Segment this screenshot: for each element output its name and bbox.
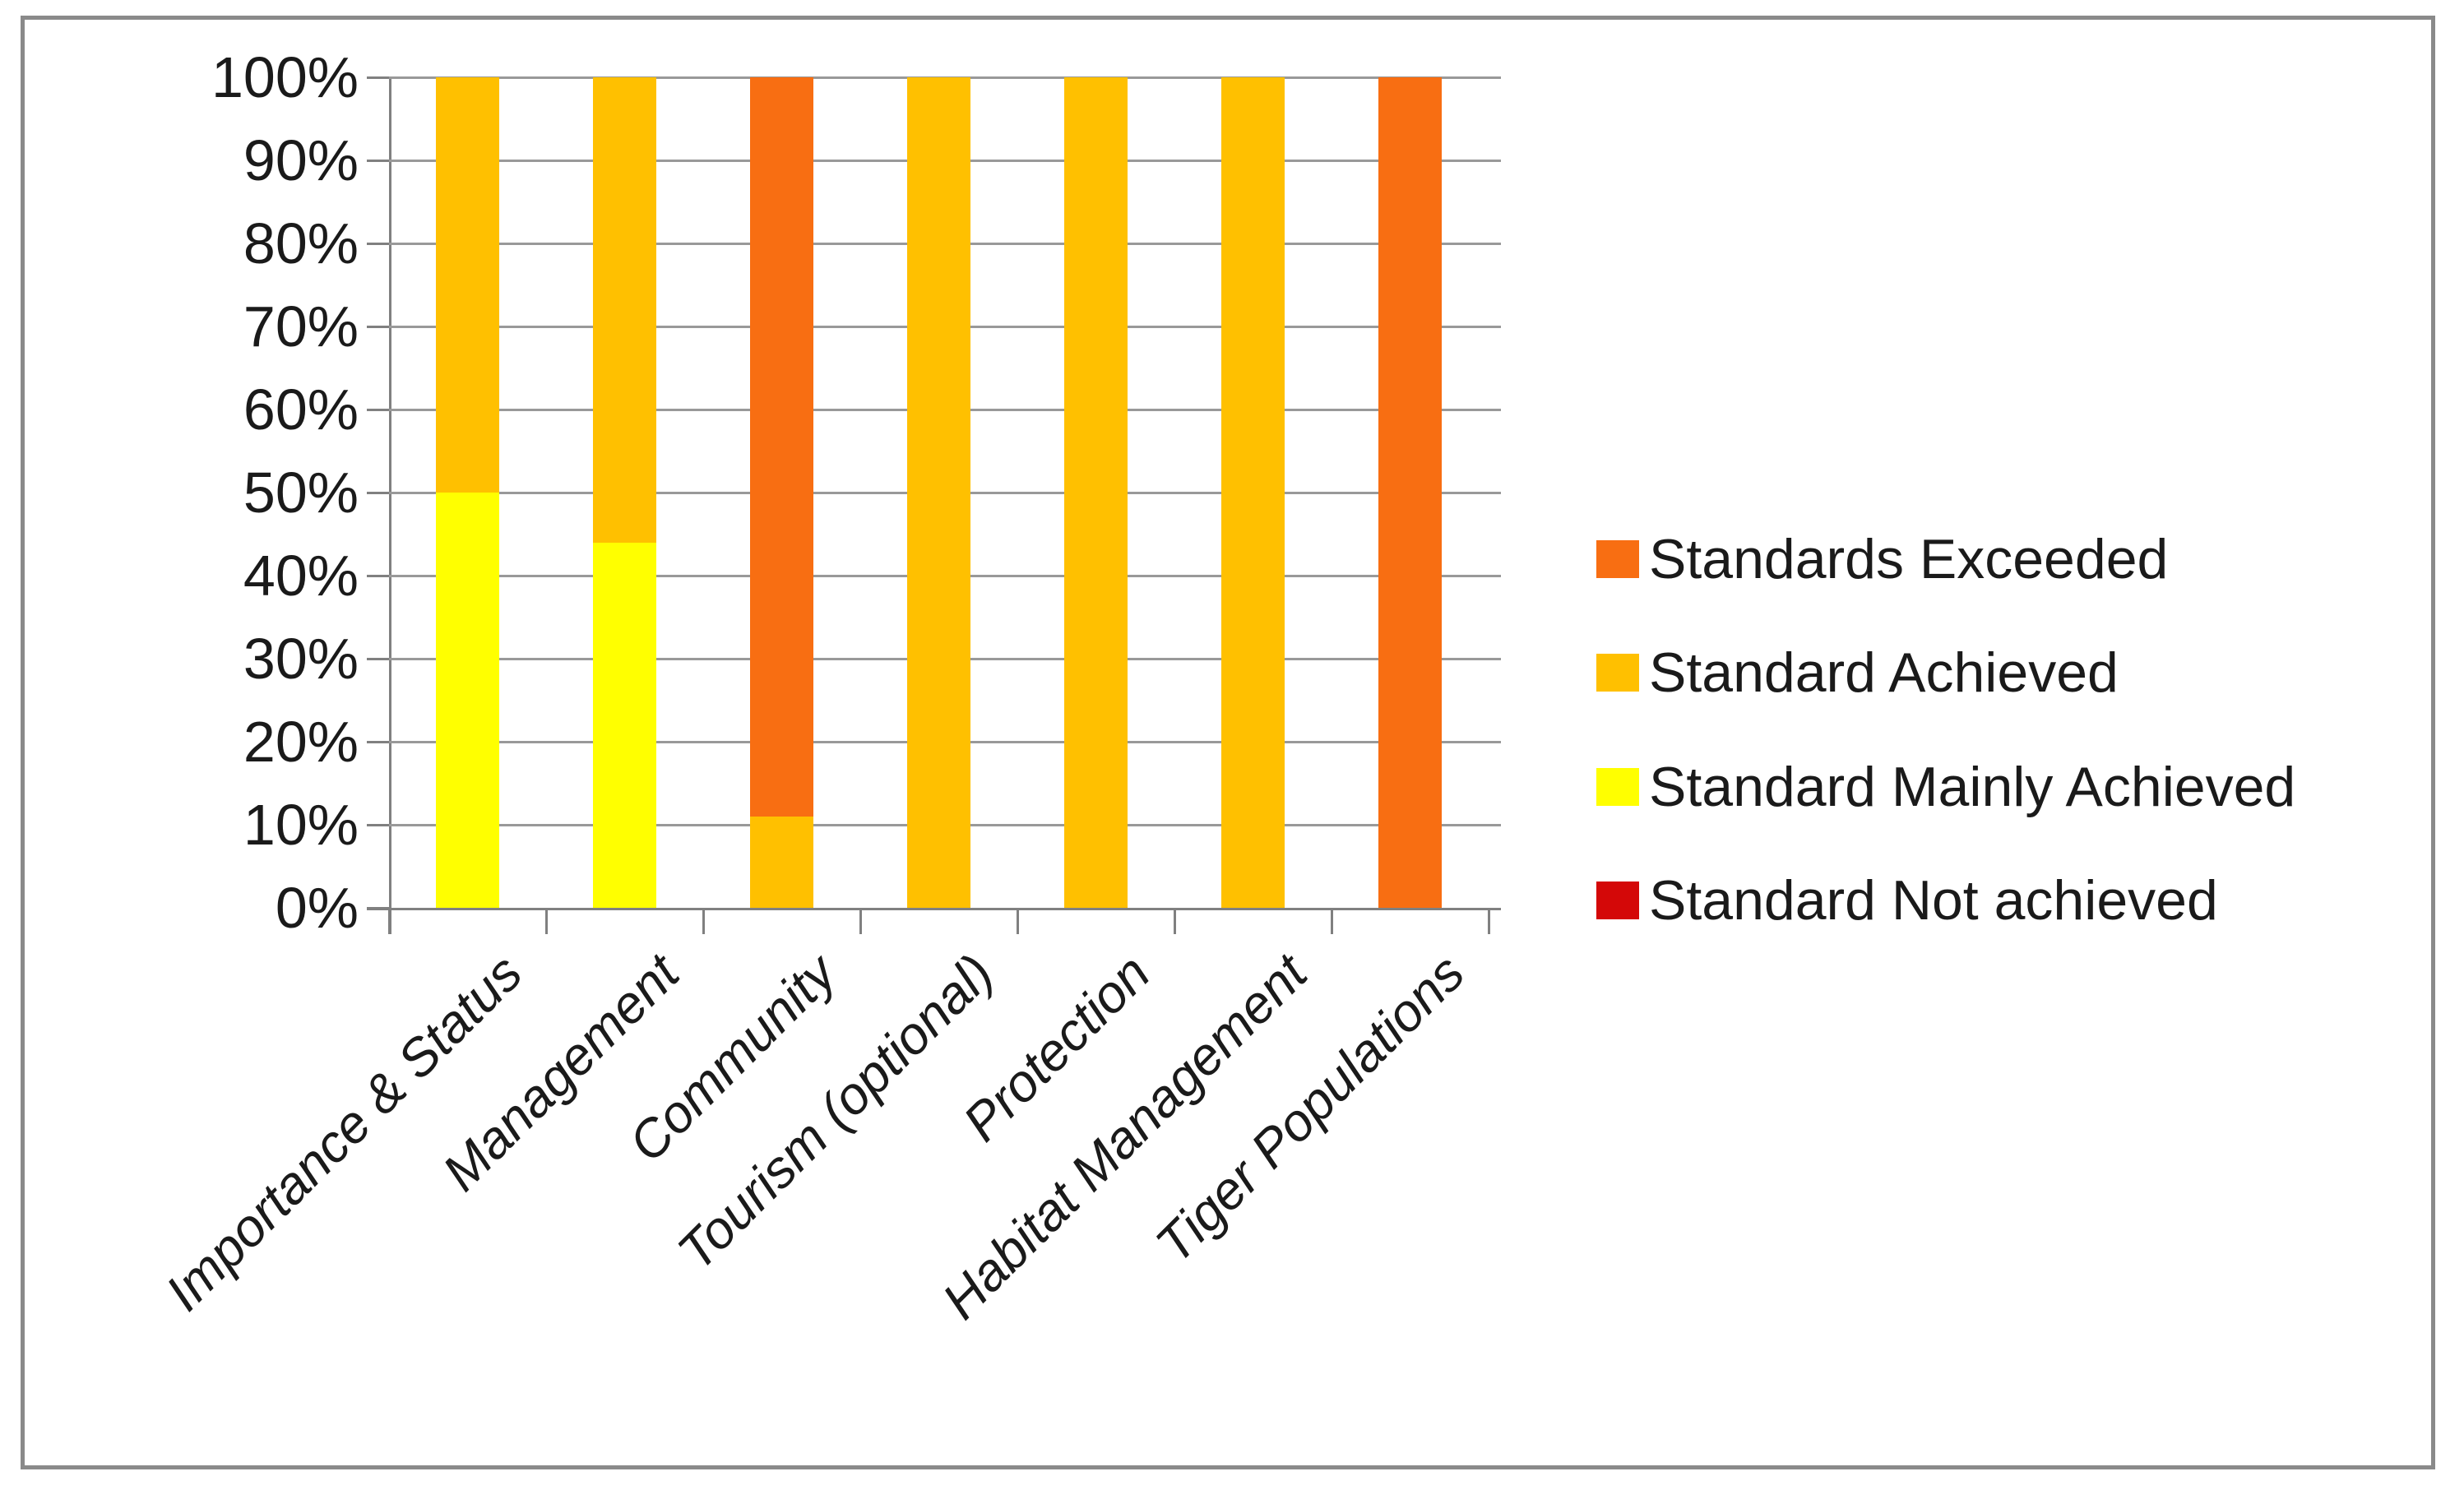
y-axis-tick: [367, 907, 389, 909]
x-axis-tick: [388, 908, 391, 934]
y-axis-tick-label: 30%: [243, 627, 359, 691]
y-axis-tick-label: 60%: [243, 377, 359, 442]
x-axis-tick: [1488, 908, 1490, 934]
bar-segment: [1378, 77, 1442, 908]
legend-label: Standard Not achieved: [1649, 869, 2218, 932]
legend-item: Standards Exceeded: [1596, 528, 2168, 590]
y-axis-tick-label: 70%: [243, 294, 359, 359]
y-axis-tick-label: 40%: [243, 544, 359, 608]
bar-segment: [1221, 77, 1285, 908]
bar-segment: [750, 77, 813, 817]
x-axis-line: [367, 908, 1501, 910]
legend-label: Standards Exceeded: [1649, 528, 2169, 590]
x-axis-tick: [545, 908, 548, 934]
y-axis-tick-label: 90%: [243, 128, 359, 192]
bar-segment: [436, 77, 499, 493]
legend-label: Standard Achieved: [1649, 641, 2119, 704]
y-axis-tick: [367, 160, 389, 162]
y-axis-line: [389, 77, 391, 934]
bar-column: [546, 77, 703, 908]
figure-border: [21, 16, 2435, 1469]
y-axis-tick-label: 0%: [275, 876, 359, 940]
y-axis-tick-label: 100%: [211, 45, 359, 109]
y-axis-tick: [367, 76, 389, 79]
legend-item: Standard Mainly Achieved: [1596, 756, 2295, 818]
bar-column: [703, 77, 860, 908]
x-axis-tick: [1331, 908, 1333, 934]
y-axis-tick: [367, 409, 389, 411]
bar-column: [1332, 77, 1489, 908]
x-axis-tick: [1017, 908, 1019, 934]
x-axis-tick: [1174, 908, 1176, 934]
y-axis-tick: [367, 824, 389, 826]
legend-swatch-icon: [1596, 768, 1639, 806]
legend-label: Standard Mainly Achieved: [1649, 756, 2296, 818]
bar-segment: [593, 77, 656, 543]
x-axis-tick: [702, 908, 705, 934]
y-axis-tick-label: 10%: [243, 793, 359, 857]
y-axis-tick: [367, 658, 389, 660]
legend-item: Standard Achieved: [1596, 641, 2119, 704]
legend-swatch-icon: [1596, 654, 1639, 692]
legend-item: Standard Not achieved: [1596, 869, 2218, 932]
bar-column: [1174, 77, 1332, 908]
legend-swatch-icon: [1596, 882, 1639, 919]
bar-column: [389, 77, 546, 908]
y-axis-tick-label: 80%: [243, 211, 359, 275]
bar-segment: [907, 77, 970, 908]
bar-segment: [750, 816, 813, 908]
y-axis-tick-label: 50%: [243, 460, 359, 525]
y-axis-tick-label: 20%: [243, 710, 359, 774]
x-axis-tick: [859, 908, 862, 934]
bar-segment: [436, 493, 499, 908]
y-axis-tick: [367, 243, 389, 245]
bar-segment: [593, 542, 656, 908]
bar-column: [1017, 77, 1174, 908]
y-axis-tick: [367, 326, 389, 328]
y-axis-tick: [367, 575, 389, 577]
y-axis-tick: [367, 741, 389, 743]
bar-segment: [1064, 77, 1128, 908]
y-axis-tick: [367, 492, 389, 494]
bar-column: [860, 77, 1017, 908]
legend-swatch-icon: [1596, 540, 1639, 578]
